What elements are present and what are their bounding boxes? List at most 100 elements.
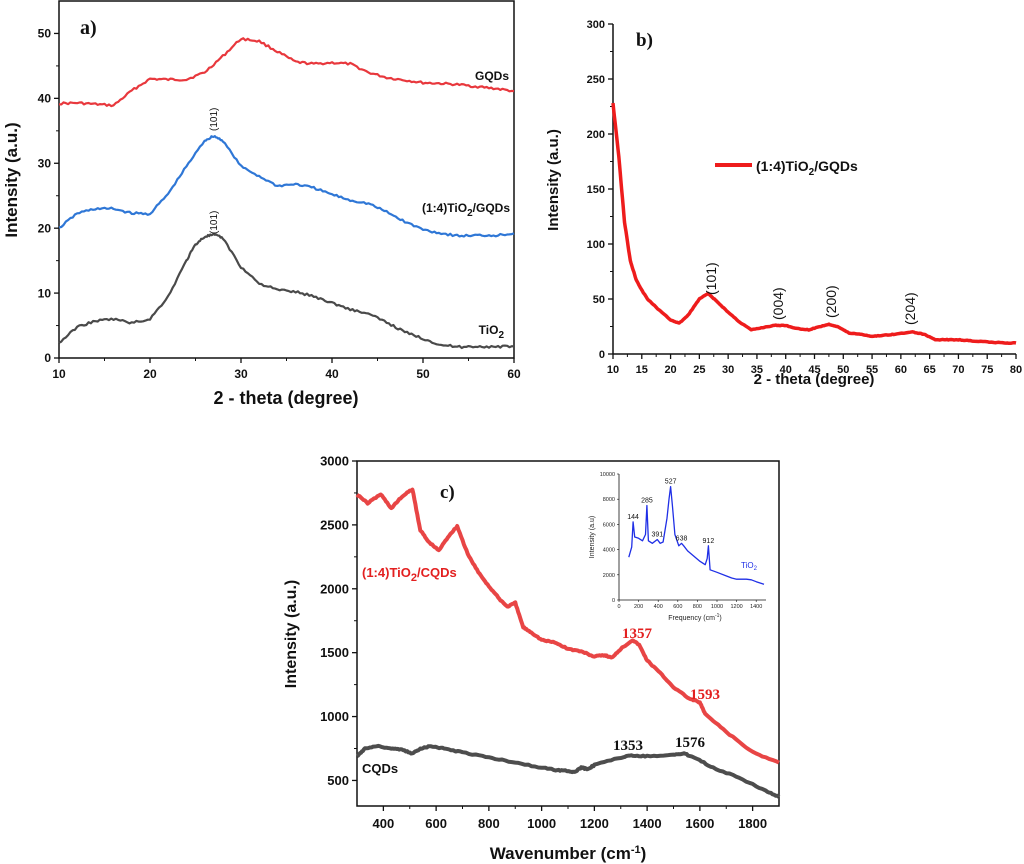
panel-a-series-label-gqds: GQDs: [475, 69, 509, 83]
inset-x-tick-label: 1200: [730, 604, 742, 610]
panel-c-inset: 0 200 400 600 800 1000 1200 1400 0 2000 4000 6000 80…: [589, 472, 766, 622]
inset-series: [628, 485, 765, 585]
inset-y-tick-label: 0: [612, 598, 615, 604]
inset-series-label-tio2: TiO2: [741, 561, 758, 572]
x-tick-label: 40: [325, 367, 339, 381]
panel-a-series-label-composite: (1:4)TiO2/GQDs: [422, 201, 510, 219]
y-tick-label: 50: [593, 294, 605, 306]
x-tick-label: 1000: [527, 816, 556, 831]
inset-y-tick-label: 10000: [600, 472, 615, 478]
x-tick-label: 55: [866, 364, 878, 376]
x-tick-label: 20: [143, 367, 157, 381]
y-tick-label: 50: [38, 27, 52, 41]
inset-y-tick-label: 6000: [603, 522, 615, 528]
inset-peak-label: 527: [665, 479, 677, 486]
panel-a-label: a): [80, 17, 97, 39]
inset-series-line: [628, 485, 765, 585]
inset-x-tick-label: 400: [654, 604, 663, 610]
series-line-0: [355, 487, 780, 765]
y-tick-label: 3000: [320, 454, 349, 469]
y-tick-label: 20: [38, 221, 52, 235]
y-tick-label: 0: [599, 349, 605, 361]
inset-peak-label: 912: [703, 538, 715, 545]
series-line-1: [356, 743, 781, 799]
panel-c: 400 600 800 1000 1200 1400 1600 1800 500 1000 1500…: [283, 454, 781, 863]
x-tick-label: 20: [664, 364, 676, 376]
x-tick-label: 400: [373, 816, 395, 831]
inset-x-tick-label: 200: [634, 604, 643, 610]
x-tick-label: 50: [416, 367, 430, 381]
x-tick-label: 60: [507, 367, 521, 381]
x-tick-label: 1400: [633, 816, 662, 831]
x-tick-label: 30: [234, 367, 248, 381]
inset-xlabel: Frequency (cm-1): [668, 613, 721, 622]
panel-c-label: c): [440, 482, 455, 503]
panel-c-peak-1353: 1353: [613, 738, 643, 754]
panel-b-peak-200: (200): [823, 285, 839, 318]
x-tick-label: 10: [52, 367, 66, 381]
x-tick-label: 45: [808, 364, 820, 376]
y-tick-label: 150: [587, 184, 605, 196]
x-tick-label: 25: [693, 364, 705, 376]
x-tick-label: 75: [981, 364, 993, 376]
panel-c-xlabel: Wavenumber (cm-1): [490, 844, 647, 863]
x-tick-label: 10: [607, 364, 619, 376]
y-tick-label: 2000: [320, 581, 349, 596]
panel-a-peak-101-composite: (101): [209, 108, 220, 131]
inset-peak-label: 391: [651, 532, 663, 539]
panel-c-frame: [356, 460, 780, 807]
y-tick-label: 250: [587, 74, 605, 86]
x-tick-label: 800: [478, 816, 500, 831]
panel-b-series: [611, 102, 1017, 346]
panel-c-ylabel: Intensity (a.u.): [283, 580, 300, 688]
panel-c-ticks: 400 600 800 1000 1200 1400 1600 1800 500 1000 1500…: [320, 454, 767, 831]
panel-c-series-label-cqds: CQDs: [362, 761, 398, 776]
panel-b-ylabel: Intensity (a.u.): [545, 129, 562, 231]
x-tick-label: 30: [722, 364, 734, 376]
inset-x-tick-label: 1000: [711, 604, 723, 610]
inset-x-tick-label: 800: [693, 604, 702, 610]
panel-b: 10 15 20 25 30 35 40 45 50 55 60 65 70 75 80 0 50 100 150 2…: [545, 19, 1022, 388]
inset-x-tick-label: 1400: [750, 604, 762, 610]
x-tick-label: 50: [837, 364, 849, 376]
series-line-0: [59, 37, 515, 108]
x-tick-label: 15: [636, 364, 648, 376]
panel-a-ylabel: Intensity (a.u.): [2, 122, 21, 237]
inset-y-tick-label: 8000: [603, 497, 615, 503]
inset-x-tick-label: 600: [673, 604, 682, 610]
x-tick-label: 35: [751, 364, 763, 376]
panel-a-peak-101-tio2: (101): [209, 211, 220, 234]
y-tick-label: 1000: [320, 709, 349, 724]
panel-b-xlabel: 2 - theta (degree): [754, 371, 875, 388]
y-tick-label: 500: [327, 773, 349, 788]
inset-ylabel: Intensity (a.u): [589, 516, 596, 558]
x-tick-label: 65: [924, 364, 936, 376]
panel-b-peak-004: (004): [770, 287, 786, 320]
panel-c-peak-1593: 1593: [690, 687, 720, 703]
panel-b-peak-204: (204): [902, 292, 918, 325]
x-tick-label: 70: [952, 364, 964, 376]
inset-ticks: 0 200 400 600 800 1000 1200 1400 0 2000 4000 6000 80…: [600, 472, 763, 610]
panel-b-ticks: 10 15 20 25 30 35 40 45 50 55 60 65 70 75 80 0 50 100 150 2…: [587, 19, 1022, 376]
inset-x-tick-label: 0: [617, 604, 620, 610]
y-tick-label: 0: [44, 351, 51, 365]
panel-a-frame: [58, 0, 515, 359]
inset-peak-labels: 144 285 391 527 638 912: [627, 479, 714, 545]
x-tick-label: 1800: [738, 816, 767, 831]
y-tick-label: 300: [587, 19, 605, 31]
inset-y-tick-label: 4000: [603, 548, 615, 554]
x-tick-label: 80: [1010, 364, 1022, 376]
series-line-2: [58, 232, 515, 350]
y-tick-label: 100: [587, 239, 605, 251]
inset-peak-label: 144: [627, 514, 639, 521]
panel-c-series: [355, 487, 781, 799]
panel-a-xlabel: 2 - theta (degree): [213, 388, 358, 408]
inset-y-tick-label: 2000: [603, 573, 615, 579]
series-line-1: [58, 135, 515, 238]
x-tick-label: 1200: [580, 816, 609, 831]
panel-c-series-label-composite: (1:4)TiO2/CQDs: [362, 565, 457, 584]
x-tick-label: 40: [780, 364, 792, 376]
panel-b-legend-label: (1:4)TiO2/GQDs: [756, 158, 858, 178]
